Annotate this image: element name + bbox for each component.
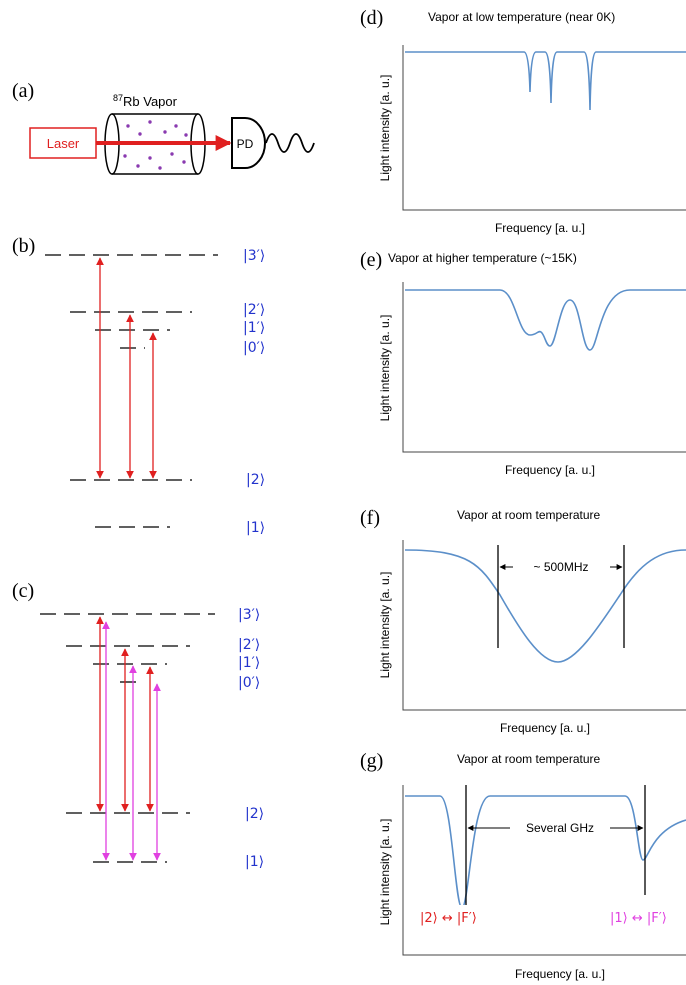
transitions	[96, 616, 154, 812]
level-label: |1′⟩	[243, 320, 265, 336]
x-label: Frequency [a. u.]	[505, 463, 595, 477]
x-label: Frequency [a. u.]	[500, 721, 590, 735]
width-label: ~ 500MHz	[533, 560, 588, 574]
level-label: |1⟩	[246, 520, 265, 536]
spectrum	[405, 51, 686, 111]
level-label: |2⟩	[246, 472, 265, 488]
x-label: Frequency [a. u.]	[495, 221, 585, 235]
y-label: Light intensity [a. u.]	[378, 819, 392, 926]
dip-label: |2⟩ ↔ |F′⟩	[420, 911, 477, 926]
level-label: |2⟩	[245, 806, 264, 822]
panel-label: (f)	[360, 507, 380, 529]
laser-box	[29, 127, 97, 159]
transitions	[102, 621, 161, 861]
level-label: |3′⟩	[238, 607, 260, 623]
vapor: Rb Vapor	[123, 94, 178, 109]
dip-label: |1⟩ ↔ |F′⟩	[610, 911, 667, 926]
vapor-label: 87Rb Vapor	[113, 93, 178, 109]
level-label: |1⟩	[245, 854, 264, 870]
x-label: Frequency [a. u.]	[515, 967, 605, 981]
spectrum	[404, 549, 686, 663]
plot-title: Vapor at low temperature (near 0K)	[428, 10, 615, 24]
axes	[402, 785, 686, 956]
plot-title: Vapor at room temperature	[457, 508, 601, 522]
levels	[45, 254, 218, 528]
plot-title: Vapor at higher temperature (~15K)	[388, 251, 577, 265]
isotope: 87	[113, 93, 123, 103]
panel-label: (g)	[360, 750, 383, 772]
axes	[402, 540, 686, 711]
transitions	[96, 257, 157, 479]
panel-label: (d)	[360, 7, 383, 29]
vapor-cell	[104, 113, 206, 175]
detector-label: PD	[237, 137, 254, 151]
label-bg	[418, 905, 500, 927]
label-bg	[608, 905, 686, 927]
plot-title: Vapor at room temperature	[457, 752, 601, 766]
levels	[40, 613, 215, 863]
spacing-label: Several GHz	[526, 821, 594, 835]
panel-label: (e)	[360, 249, 382, 271]
level-label: |1′⟩	[238, 655, 260, 671]
panel-label: (c)	[12, 580, 34, 602]
axes	[402, 282, 686, 453]
panel-label: (b)	[12, 235, 35, 257]
level-label: |2′⟩	[238, 637, 260, 653]
y-label: Light intensity [a. u.]	[378, 572, 392, 679]
level-label: |0′⟩	[243, 340, 265, 356]
laser: Laser	[47, 136, 80, 151]
spectrum	[405, 795, 686, 909]
panel-label: (a)	[12, 80, 34, 102]
spectrum	[405, 289, 686, 351]
axes	[402, 45, 686, 211]
signal	[265, 133, 315, 153]
detector	[231, 117, 266, 169]
y-label: Light intensity [a. u.]	[378, 315, 392, 422]
level-label: |2′⟩	[243, 302, 265, 318]
level-label: |0′⟩	[238, 675, 260, 691]
y-label: Light intensity [a. u.]	[378, 75, 392, 182]
level-label: |3′⟩	[243, 248, 265, 264]
